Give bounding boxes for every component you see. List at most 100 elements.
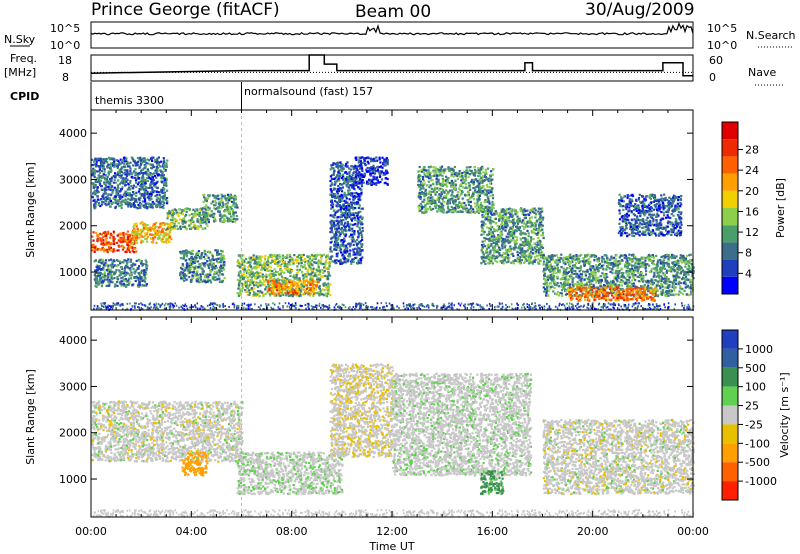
power-cell [180, 252, 183, 255]
power-cell [321, 293, 324, 296]
power-cell [112, 237, 115, 240]
power-cell [448, 208, 451, 211]
power-cell [261, 283, 264, 286]
power-cell [334, 196, 337, 199]
power-cell [216, 249, 219, 252]
power-cell [217, 210, 220, 213]
power-cell [153, 172, 156, 175]
power-cell [206, 260, 209, 263]
power-cell [369, 174, 372, 177]
power-cell [371, 182, 374, 185]
power-cell [340, 199, 343, 203]
power-cell [174, 218, 177, 221]
power-cell [384, 181, 387, 184]
power-cell [259, 271, 262, 274]
power-cell [97, 266, 100, 270]
power-cell [102, 231, 105, 234]
power-cell [448, 202, 451, 205]
power-cell [135, 259, 138, 262]
power-cell [143, 158, 146, 162]
power-cell [220, 273, 224, 276]
power-cell [179, 272, 182, 275]
power-cell [260, 291, 263, 294]
power-cell [451, 189, 454, 192]
power-cell [357, 161, 360, 164]
power-cell [334, 220, 337, 223]
power-cell [256, 262, 259, 265]
power-cell [336, 255, 339, 258]
power-cell [165, 164, 168, 167]
power-cell [486, 207, 489, 210]
power-cell [448, 189, 451, 192]
power-cell [453, 209, 456, 212]
power-cell [423, 194, 426, 197]
power-cell [331, 191, 334, 195]
power-cell [330, 199, 333, 202]
power-cell [248, 293, 251, 296]
power-cell [163, 194, 167, 197]
power-cell [132, 225, 135, 228]
power-cell [248, 272, 251, 275]
power-cell [92, 172, 95, 175]
power-cell [123, 240, 126, 243]
power-cell [214, 204, 217, 207]
power-cell [429, 191, 432, 194]
power-cell [95, 159, 98, 162]
power-cell [145, 283, 148, 286]
power-cell [271, 270, 274, 273]
power-cell [485, 199, 488, 202]
power-cell [133, 276, 136, 279]
power-cell [375, 156, 378, 159]
power-cell [268, 277, 272, 280]
power-cell [361, 216, 364, 219]
power-cell [160, 231, 163, 234]
power-cell [182, 271, 185, 274]
power-cell [124, 198, 127, 201]
power-cell [102, 173, 105, 176]
power-cell [106, 197, 109, 201]
power-cell [356, 201, 360, 204]
power-cell [488, 202, 491, 205]
power-cell [369, 166, 372, 170]
power-cell [203, 206, 206, 209]
power-cell [348, 184, 351, 187]
power-cell [160, 200, 164, 203]
power-cell [134, 231, 137, 234]
power-cell [278, 253, 281, 257]
power-cell [131, 191, 135, 194]
power-cell [289, 285, 292, 288]
cpid-label: CPID [10, 90, 39, 103]
power-cell [472, 183, 475, 186]
power-cell [442, 210, 445, 213]
power-cell [439, 187, 442, 190]
power-cell [289, 289, 292, 292]
power-cell [118, 171, 122, 175]
power-cell [333, 170, 336, 173]
power-cell [521, 241, 524, 244]
power-cell [450, 185, 454, 188]
power-cell [334, 243, 337, 246]
power-cell [468, 173, 471, 176]
power-cell [324, 260, 327, 263]
power-cell [305, 287, 308, 290]
power-cell [266, 287, 270, 291]
power-cell [372, 164, 375, 167]
power-cell [204, 207, 207, 210]
power-cell [207, 250, 211, 253]
power-cell [151, 167, 154, 170]
power-cell [207, 194, 210, 197]
power-cell [420, 168, 423, 172]
power-cell [147, 227, 150, 230]
power-cell [204, 220, 207, 223]
power-cell [357, 202, 360, 206]
power-cell [252, 254, 255, 257]
power-cell [110, 202, 113, 205]
power-cell [335, 190, 339, 193]
power-cell [144, 185, 147, 189]
power-cell [123, 162, 126, 165]
power-cell [197, 212, 200, 215]
power-cell [137, 181, 140, 184]
power-cell [146, 158, 149, 161]
power-cell [199, 225, 202, 228]
power-cell [447, 166, 450, 169]
